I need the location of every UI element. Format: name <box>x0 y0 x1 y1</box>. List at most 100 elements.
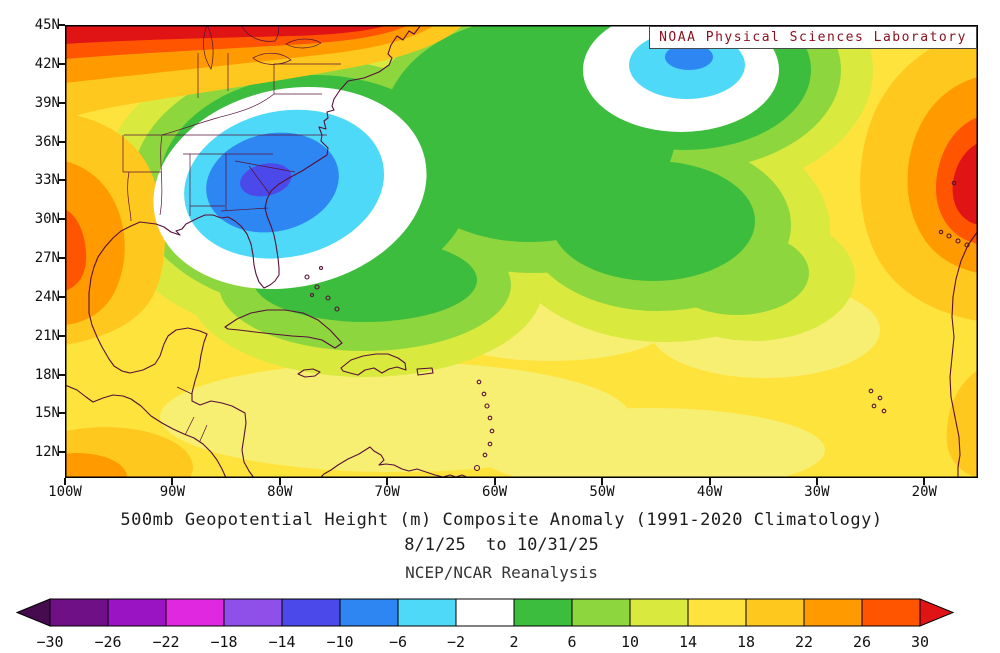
colorbar-tick-label: −14 <box>268 633 295 651</box>
positive-anomaly-north-band <box>65 25 463 119</box>
lat-tick-label: 24N <box>34 288 60 305</box>
colorbar-tick-label: 30 <box>911 633 929 651</box>
colorbar-tick-label: 10 <box>621 633 639 651</box>
lon-tick-label: 30W <box>804 484 830 500</box>
colorbar: −30 −26 −22 −18 −14 −10 −6 −2 2 6 10 14 18 22 26 30 <box>0 596 1000 653</box>
colorbar-segment <box>803 598 863 627</box>
attribution-text: NOAA Physical Sciences Laboratory <box>659 30 967 45</box>
colorbar-scale: −30 −26 −22 −18 −14 −10 −6 −2 2 6 10 14 18 22 26 30 <box>15 598 955 651</box>
lat-tick-mark <box>58 179 65 182</box>
lat-tick-label: 21N <box>34 327 60 344</box>
lat-tick-mark <box>58 62 65 65</box>
lon-tick-mark <box>708 478 711 485</box>
colorbar-tick-label: 2 <box>509 633 518 651</box>
lat-tick-mark <box>58 451 65 454</box>
colorbar-segment <box>223 598 283 627</box>
lat-tick-label: 15N <box>34 405 60 422</box>
lat-tick-label: 42N <box>34 55 60 72</box>
state-borders <box>122 25 341 442</box>
chart-date-range: 8/1/25 to 10/31/25 <box>404 535 599 555</box>
colorbar-segment <box>107 598 167 627</box>
coast-south-america <box>319 446 470 478</box>
colorbar-segment <box>861 598 921 627</box>
lon-tick-label: 60W <box>481 484 508 500</box>
lat-tick-label: 39N <box>34 94 60 111</box>
islands-lesser-antilles <box>473 379 495 472</box>
colorbar-segment <box>513 598 573 627</box>
chart-title: 500mb Geopotential Height (m) Composite … <box>120 510 883 530</box>
lon-tick-label: 50W <box>589 484 615 500</box>
island-cuba <box>224 309 343 349</box>
lat-tick-mark <box>58 218 65 221</box>
lat-tick-mark <box>58 140 65 143</box>
colorbar-segment <box>571 598 631 627</box>
positive-anomaly-east-atlantic <box>860 31 978 478</box>
colorbar-tick-label: −30 <box>36 633 63 651</box>
islands-bahamas <box>304 265 340 312</box>
lat-tick-mark <box>58 412 65 415</box>
colorbar-segment <box>687 598 747 627</box>
island-hispaniola <box>340 353 407 376</box>
plot-frame <box>65 25 978 478</box>
colorbar-tick-label: 6 <box>567 633 576 651</box>
colorbar-arrow-low <box>15 598 51 627</box>
lon-tick-label: 40W <box>696 484 723 500</box>
lat-tick-mark <box>58 24 65 26</box>
colorbar-segment <box>629 598 689 627</box>
lon-tick-label: 100W <box>48 484 82 500</box>
coastlines <box>65 25 978 478</box>
lon-tick-label: 90W <box>159 484 186 500</box>
colorbar-segment <box>49 598 109 627</box>
anomaly-field <box>65 25 978 478</box>
anomaly-map <box>65 25 978 478</box>
coast-north-america <box>88 25 422 478</box>
negative-anomaly-southeast-us <box>153 87 427 289</box>
lat-tick-label: 12N <box>34 444 60 461</box>
lon-tick-mark <box>493 478 496 485</box>
coast-africa <box>949 230 978 478</box>
islands-canary-madeira <box>938 180 970 248</box>
colorbar-tick-label: −10 <box>326 633 353 651</box>
lat-tick-label: 36N <box>34 133 60 150</box>
lat-tick-label: 18N <box>34 366 60 383</box>
colorbar-tick-label: 14 <box>679 633 697 651</box>
lon-tick-mark <box>278 478 281 485</box>
lon-tick-mark <box>64 478 66 485</box>
lon-tick-mark <box>601 478 603 485</box>
colorbar-segment <box>397 598 457 627</box>
colorbar-segment <box>745 598 805 627</box>
colorbar-segment <box>281 598 341 627</box>
lat-tick-mark <box>58 101 65 104</box>
great-lakes <box>203 25 322 70</box>
lat-tick-label: 27N <box>34 250 60 266</box>
lon-tick-mark <box>923 478 926 485</box>
lon-tick-mark <box>171 478 174 485</box>
island-jamaica <box>297 368 321 378</box>
coast-pacific <box>65 384 227 478</box>
map-plot-area: NOAA Physical Sciences Laboratory <box>65 25 978 478</box>
colorbar-tick-label: −18 <box>210 633 237 651</box>
colorbar-tick-label: 26 <box>853 633 871 651</box>
colorbar-arrow-high <box>919 598 955 627</box>
chart-dataset-label: NCEP/NCAR Reanalysis <box>405 563 598 582</box>
lat-tick-mark <box>58 295 65 298</box>
lon-tick-label: 20W <box>911 484 937 500</box>
lat-tick-mark <box>58 373 65 376</box>
lat-tick-label: 33N <box>34 172 60 189</box>
colorbar-tick-label: −6 <box>389 633 407 651</box>
island-puerto-rico <box>416 367 434 376</box>
lon-tick-label: 80W <box>267 484 293 500</box>
attribution-badge: NOAA Physical Sciences Laboratory <box>649 26 977 49</box>
colorbar-tick-label: −2 <box>447 633 465 651</box>
colorbar-tick-label: −26 <box>94 633 121 651</box>
lon-tick-mark <box>386 478 389 485</box>
colorbar-segment <box>339 598 399 627</box>
colorbar-segment <box>165 598 225 627</box>
lon-tick-mark <box>815 478 818 485</box>
colorbar-tick-label: −22 <box>152 633 179 651</box>
lon-tick-label: 70W <box>374 484 400 500</box>
lat-tick-label: 30N <box>34 211 60 228</box>
colorbar-tick-label: 22 <box>795 633 813 651</box>
colorbar-tick-label: 18 <box>737 633 755 651</box>
